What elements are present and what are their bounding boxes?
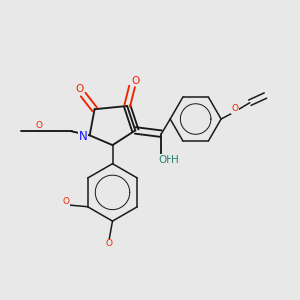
Text: O: O [105,239,112,248]
Text: O: O [62,197,69,206]
Text: O: O [36,121,43,130]
Text: O: O [231,104,238,113]
Text: H: H [171,155,179,165]
Text: OH: OH [159,155,175,165]
Text: O: O [75,84,83,94]
Text: N: N [79,130,88,143]
Text: O: O [131,76,140,85]
